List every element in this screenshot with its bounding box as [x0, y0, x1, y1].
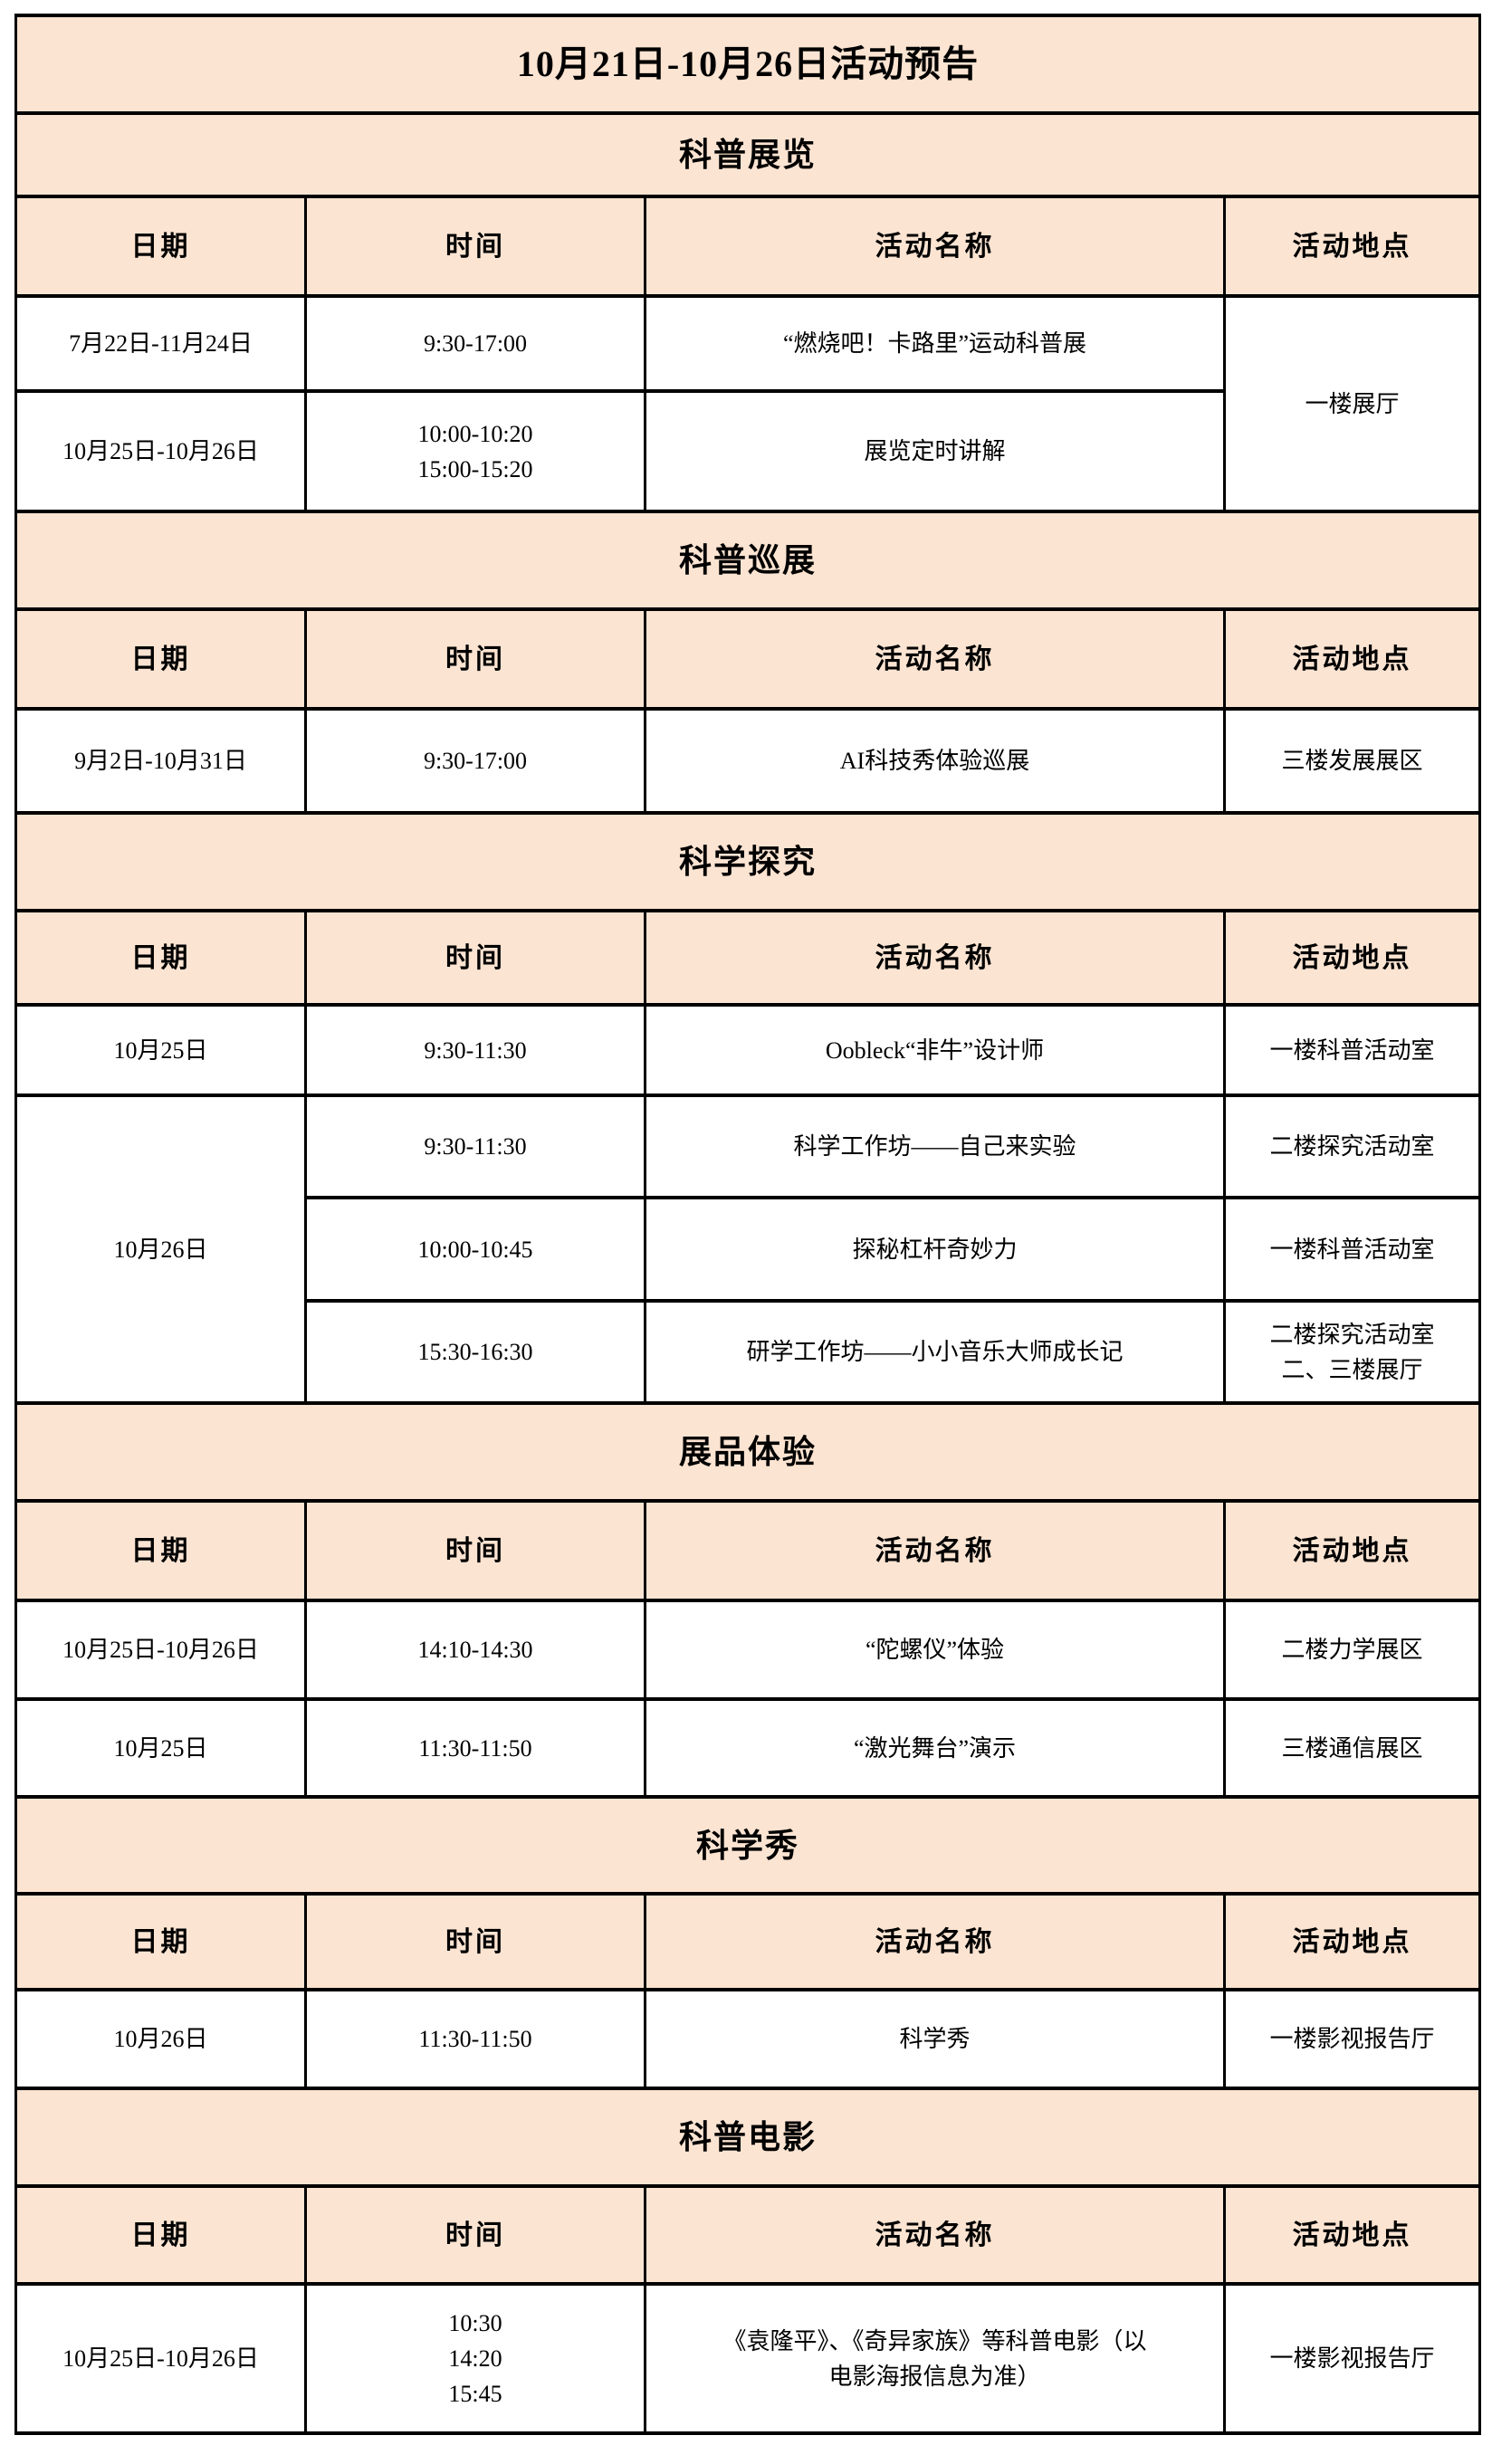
table-row: 10:00-10:45 探秘杠杆奇妙力 一楼科普活动室 [16, 1196, 1482, 1303]
cell-time: 14:10-14:30 [304, 1599, 646, 1701]
cell-time: 9:30-11:30 [304, 1094, 646, 1199]
column-header-activity: 活动名称 [644, 1892, 1226, 1991]
column-header-time: 时间 [304, 909, 646, 1007]
table-row: 10月25日-10月26日 14:10-14:30 “陀螺仪”体验 二楼力学展区 [14, 1599, 1482, 1701]
cell-activity: 研学工作坊——小小音乐大师成长记 [644, 1299, 1226, 1405]
cell-activity: 《袁隆平》、《奇异家族》等科普电影（以 电影海报信息为准） [644, 2282, 1226, 2435]
cell-time: 10:00-10:20 15:00-15:20 [304, 389, 646, 513]
column-header-date: 日期 [14, 2184, 307, 2286]
column-header-date: 日期 [14, 909, 307, 1007]
column-header-date: 日期 [14, 195, 307, 298]
column-header-activity: 活动名称 [644, 1499, 1226, 1602]
section-title-science-film: 科普电影 [14, 2087, 1482, 2188]
cell-activity: 科学秀 [644, 1988, 1226, 2090]
cell-location: 三楼通信展区 [1222, 1697, 1482, 1799]
activity-schedule-table: 10月21日-10月26日活动预告 科普展览 日期 时间 活动名称 活动地点 7… [14, 14, 1482, 2435]
cell-location: 二楼探究活动室 二、三楼展厅 [1222, 1299, 1482, 1405]
table-row: 10月25日-10月26日 10:30 14:20 15:45 《袁隆平》、《奇… [14, 2282, 1482, 2435]
column-header-date: 日期 [14, 607, 307, 711]
cell-time: 11:30-11:50 [304, 1697, 646, 1799]
section-title-science-exhibition: 科普展览 [14, 111, 1482, 198]
table-row: 10月26日 11:30-11:50 科学秀 一楼影视报告厅 [14, 1988, 1482, 2090]
cell-time: 9:30-17:00 [304, 294, 646, 393]
column-header-activity: 活动名称 [644, 195, 1226, 298]
column-header-time: 时间 [304, 195, 646, 298]
table-row: 10月26日 9:30-11:30 科学工作坊——自己来实验 二楼探究活动室 [14, 1094, 1482, 1405]
section-title-science-inquiry: 科学探究 [14, 811, 1482, 912]
cell-date: 10月25日-10月26日 [14, 2282, 307, 2435]
cell-location: 一楼展厅 [1222, 294, 1482, 513]
cell-location: 一楼影视报告厅 [1222, 1988, 1482, 2090]
cell-time: 10:30 14:20 15:45 [304, 2282, 646, 2435]
column-header-date: 日期 [14, 1892, 307, 1991]
cell-activity: “陀螺仪”体验 [644, 1599, 1226, 1701]
table-row: 10月25日-10月26日 10:00-10:20 15:00-15:20 展览… [14, 389, 1480, 513]
cell-time: 10:00-10:45 [304, 1196, 646, 1303]
cell-activity: Oobleck“非牛”设计师 [644, 1003, 1226, 1097]
cell-time: 15:30-16:30 [304, 1299, 646, 1405]
column-header-time: 时间 [304, 607, 646, 711]
column-header-location: 活动地点 [1222, 607, 1482, 711]
table-row: 10月25日 11:30-11:50 “激光舞台”演示 三楼通信展区 [14, 1697, 1482, 1799]
section-title-science-touring-exhibition: 科普巡展 [14, 510, 1482, 611]
cell-time: 9:30-17:00 [304, 707, 646, 815]
cell-activity: 科学工作坊——自己来实验 [644, 1094, 1226, 1199]
cell-date: 9月2日-10月31日 [14, 707, 307, 815]
cell-date: 10月25日-10月26日 [14, 1599, 307, 1701]
column-header-activity: 活动名称 [644, 909, 1226, 1007]
cell-location: 一楼科普活动室 [1222, 1196, 1482, 1303]
column-header-location: 活动地点 [1222, 195, 1482, 298]
column-header-activity: 活动名称 [644, 2184, 1226, 2286]
column-header-time: 时间 [304, 1499, 646, 1602]
table-row: 10月25日 9:30-11:30 Oobleck“非牛”设计师 一楼科普活动室 [14, 1003, 1482, 1097]
cell-activity: 探秘杠杆奇妙力 [644, 1196, 1226, 1303]
cell-activity: “燃烧吧！卡路里”运动科普展 [644, 294, 1226, 393]
cell-date: 7月22日-11月24日 [14, 294, 307, 393]
cell-activity: AI科技秀体验巡展 [644, 707, 1226, 815]
column-header-time: 时间 [304, 1892, 646, 1991]
column-header-location: 活动地点 [1222, 1892, 1482, 1991]
cell-activity: “激光舞台”演示 [644, 1697, 1226, 1799]
table-row: 9月2日-10月31日 9:30-17:00 AI科技秀体验巡展 三楼发展展区 [14, 707, 1482, 815]
cell-date: 10月26日 [14, 1988, 307, 2090]
cell-time: 9:30-11:30 [304, 1003, 646, 1097]
column-header-location: 活动地点 [1222, 2184, 1482, 2286]
cell-date: 10月26日 [14, 1094, 307, 1405]
column-header-activity: 活动名称 [644, 607, 1226, 711]
column-header-date: 日期 [14, 1499, 307, 1602]
column-header-location: 活动地点 [1222, 1499, 1482, 1602]
cell-location: 二楼探究活动室 [1222, 1094, 1482, 1199]
column-header-time: 时间 [304, 2184, 646, 2286]
table-row: 15:30-16:30 研学工作坊——小小音乐大师成长记 二楼探究活动室 二、三… [16, 1299, 1482, 1405]
cell-activity: 展览定时讲解 [644, 389, 1226, 513]
page-title: 10月21日-10月26日活动预告 [14, 14, 1482, 115]
cell-location: 一楼影视报告厅 [1222, 2282, 1482, 2435]
cell-date: 10月25日 [14, 1697, 307, 1799]
cell-date: 10月25日 [14, 1003, 307, 1097]
cell-location: 三楼发展展区 [1222, 707, 1482, 815]
cell-location: 一楼科普活动室 [1222, 1003, 1482, 1097]
cell-date: 10月25日-10月26日 [14, 389, 307, 513]
cell-location: 二楼力学展区 [1222, 1599, 1482, 1701]
section-title-exhibit-experience: 展品体验 [14, 1401, 1482, 1503]
table-row: 7月22日-11月24日 9:30-17:00 “燃烧吧！卡路里”运动科普展 一… [14, 294, 1482, 513]
cell-time: 11:30-11:50 [304, 1988, 646, 2090]
column-header-location: 活动地点 [1222, 909, 1482, 1007]
section-title-science-show: 科学秀 [14, 1795, 1482, 1896]
